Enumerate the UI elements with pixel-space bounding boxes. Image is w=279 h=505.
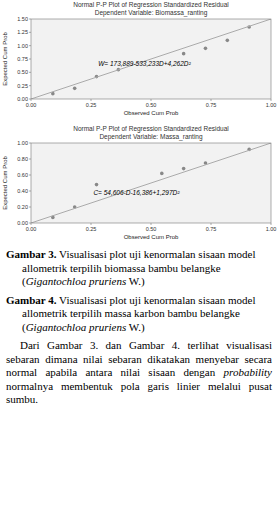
plot-frame (31, 143, 271, 223)
y-tick-label: 0.25 (17, 83, 28, 89)
y-tick (29, 59, 31, 60)
x-tick-label: 0.75 (206, 226, 217, 232)
plot-background (31, 143, 271, 223)
x-tick-label: 0.25 (86, 226, 97, 232)
x-tick (31, 99, 32, 101)
scatter-point (226, 39, 230, 43)
y-tick-label: 1.50 (17, 16, 28, 22)
x-tick (91, 99, 92, 101)
x-tick (151, 223, 152, 225)
x-tick-label: 1.00 (266, 226, 277, 232)
caption-text: W.) (126, 275, 144, 287)
scatter-point (182, 167, 186, 171)
chart: Normal P-P Plot of Regression Standardiz… (2, 125, 276, 240)
x-tick (91, 223, 92, 225)
y-tick-label: 1.00 (17, 140, 28, 146)
x-axis-label: Observed Cum Prob (124, 110, 179, 116)
x-tick-label: 0.50 (146, 102, 157, 108)
charts: Normal P-P Plot of Regression Standardiz… (0, 0, 279, 246)
x-tick (211, 223, 212, 225)
scatter-point (95, 183, 99, 187)
plot-frame (31, 19, 271, 99)
y-axis-label: Expected Cum Prob (2, 31, 8, 85)
y-tick (29, 99, 31, 100)
y-tick-label: 1.25 (17, 29, 28, 35)
chart: Normal P-P Plot of Regression Standardiz… (2, 1, 276, 116)
annotation: W= 173,889-533,233D+4,262D² (98, 60, 191, 67)
x-tick-label: 1.00 (266, 102, 277, 108)
plot-background (31, 19, 271, 99)
y-tick-label: 1.00 (17, 43, 28, 49)
data-area (31, 19, 271, 99)
x-tick (271, 99, 272, 101)
caption: Gambar 3. Visualisasi plot uji kenormala… (6, 248, 272, 289)
x-axis-label: Observed Cum Prob (124, 234, 179, 240)
caption-label: Gambar 3. (6, 248, 57, 260)
reference-line (31, 19, 271, 99)
y-tick-label: 0.00 (17, 220, 28, 226)
subtitle: Dependent Variable: Massa_ranting (99, 133, 203, 141)
y-tick (29, 143, 31, 144)
caption-text: W.) (126, 321, 144, 333)
x-tick (151, 99, 152, 101)
y-tick (29, 191, 31, 192)
annotation: C= 54,606-D-16,386+1,297D² (93, 189, 180, 196)
title: Normal P-P Plot of Regression Standardiz… (73, 125, 229, 133)
x-tick-label: 0.00 (26, 226, 37, 232)
scatter-point (73, 87, 77, 91)
y-tick (29, 32, 31, 33)
paragraph-text: probability (224, 366, 272, 378)
scatter-point (204, 47, 208, 51)
caption: Gambar 4. Visualisasi plot uji kenormala… (6, 294, 272, 335)
y-tick (29, 85, 31, 86)
x-tick-label: 0.75 (206, 102, 217, 108)
y-tick-label: 0.80 (17, 156, 28, 162)
x-tick (211, 99, 212, 101)
text-section: Gambar 3. Visualisasi plot uji kenormala… (0, 246, 279, 407)
scatter-point (160, 172, 164, 176)
y-tick (29, 72, 31, 73)
data-area (31, 143, 271, 223)
paragraph-text: normalnya membentuk pola garis linier me… (6, 380, 272, 406)
y-tick-label: 0.50 (17, 69, 28, 75)
y-tick (29, 159, 31, 160)
title: Normal P-P Plot of Regression Standardiz… (73, 1, 229, 9)
x-tick-label: 0.00 (26, 102, 37, 108)
y-tick-label: 0.00 (17, 96, 28, 102)
y-axis-label: Expected Cum Prob (2, 155, 8, 209)
x-tick (271, 223, 272, 225)
y-tick (29, 207, 31, 208)
caption-text: Gigantochloa pruriens (26, 275, 127, 287)
scatter-point (182, 52, 186, 56)
paragraph: Dari Gambar 3. dan Gambar 4. terlihat vi… (6, 339, 272, 407)
x-tick-label: 0.25 (86, 102, 97, 108)
y-tick-label: 0.40 (17, 188, 28, 194)
y-tick-label: 0.75 (17, 56, 28, 62)
y-tick (29, 45, 31, 46)
x-tick-label: 0.50 (146, 226, 157, 232)
caption-text: Gigantochloa pruriens (26, 321, 127, 333)
y-tick (29, 223, 31, 224)
y-tick (29, 175, 31, 176)
y-tick-label: 0.20 (17, 204, 28, 210)
reference-line (31, 143, 271, 223)
y-tick-label: 0.60 (17, 172, 28, 178)
caption-label: Gambar 4. (6, 294, 57, 306)
y-tick (29, 19, 31, 20)
subtitle: Dependent Variable: Biomassa_ranting (95, 9, 208, 17)
